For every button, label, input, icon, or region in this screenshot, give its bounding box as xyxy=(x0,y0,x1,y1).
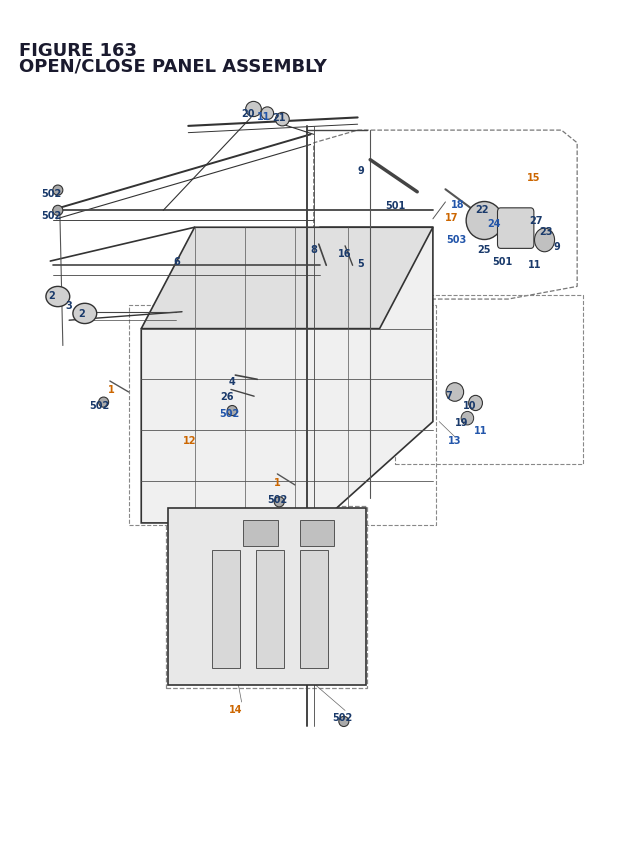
Text: 14: 14 xyxy=(228,704,242,714)
Text: 502: 502 xyxy=(89,400,109,410)
Text: 501: 501 xyxy=(492,257,512,267)
Ellipse shape xyxy=(53,206,63,216)
Text: 502: 502 xyxy=(219,409,239,418)
Text: FIGURE 163: FIGURE 163 xyxy=(19,42,137,60)
Text: 1: 1 xyxy=(108,385,115,395)
Text: 12: 12 xyxy=(183,436,196,446)
Ellipse shape xyxy=(339,716,349,727)
Polygon shape xyxy=(141,228,433,523)
Ellipse shape xyxy=(261,108,273,121)
Text: 501: 501 xyxy=(385,201,405,211)
Text: 6: 6 xyxy=(173,257,180,267)
Bar xyxy=(168,508,366,685)
Text: OPEN/CLOSE PANEL ASSEMBLY: OPEN/CLOSE PANEL ASSEMBLY xyxy=(19,58,327,76)
Text: 15: 15 xyxy=(527,172,540,183)
Text: 3: 3 xyxy=(66,300,72,311)
FancyBboxPatch shape xyxy=(497,208,534,249)
Text: 18: 18 xyxy=(451,200,465,209)
Text: 9: 9 xyxy=(357,165,364,176)
Bar xyxy=(212,550,241,668)
Ellipse shape xyxy=(466,202,502,240)
Ellipse shape xyxy=(446,383,463,402)
Text: 1: 1 xyxy=(274,478,281,488)
Text: 11: 11 xyxy=(474,425,487,436)
Text: 2: 2 xyxy=(78,309,85,319)
Text: 503: 503 xyxy=(447,235,467,245)
Text: 2: 2 xyxy=(48,290,55,300)
Text: 19: 19 xyxy=(455,417,468,427)
Text: 21: 21 xyxy=(273,114,286,123)
Text: 23: 23 xyxy=(539,227,552,238)
Polygon shape xyxy=(141,228,433,329)
Bar xyxy=(243,521,278,546)
Text: 4: 4 xyxy=(229,376,236,387)
Ellipse shape xyxy=(53,186,63,196)
Text: 9: 9 xyxy=(554,242,561,251)
Text: 7: 7 xyxy=(445,390,452,400)
Text: 17: 17 xyxy=(445,213,458,223)
Text: 25: 25 xyxy=(477,245,491,255)
Ellipse shape xyxy=(73,304,97,325)
Ellipse shape xyxy=(99,398,109,408)
Ellipse shape xyxy=(461,412,474,425)
Text: 26: 26 xyxy=(220,392,234,402)
Ellipse shape xyxy=(46,287,70,307)
Ellipse shape xyxy=(274,497,284,507)
Ellipse shape xyxy=(534,229,555,252)
Ellipse shape xyxy=(275,114,289,127)
Text: 502: 502 xyxy=(332,712,352,722)
Ellipse shape xyxy=(246,102,261,117)
Text: 502: 502 xyxy=(42,189,61,199)
Text: 10: 10 xyxy=(463,400,476,410)
Bar xyxy=(300,550,328,668)
Text: 27: 27 xyxy=(530,216,543,226)
Text: 11: 11 xyxy=(257,112,270,121)
Text: 22: 22 xyxy=(475,204,488,214)
Ellipse shape xyxy=(227,406,237,416)
Text: 20: 20 xyxy=(241,109,255,119)
Text: 8: 8 xyxy=(310,245,317,255)
Text: 13: 13 xyxy=(448,436,461,446)
Ellipse shape xyxy=(468,396,483,411)
Text: 502: 502 xyxy=(268,495,287,505)
Bar xyxy=(256,550,284,668)
Text: 5: 5 xyxy=(357,258,364,269)
Bar xyxy=(300,521,335,546)
Text: 11: 11 xyxy=(528,260,541,270)
Text: 502: 502 xyxy=(42,210,61,220)
Text: 16: 16 xyxy=(339,248,352,258)
Text: 24: 24 xyxy=(488,219,501,229)
